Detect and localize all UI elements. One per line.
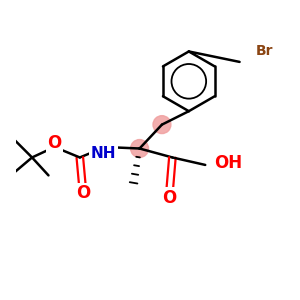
Circle shape [130, 140, 148, 158]
Text: O: O [47, 134, 61, 152]
Circle shape [153, 116, 171, 134]
Text: Br: Br [256, 44, 274, 58]
Text: O: O [76, 184, 90, 202]
Text: O: O [162, 189, 176, 207]
Text: NH: NH [91, 146, 116, 161]
Text: OH: OH [214, 154, 242, 172]
